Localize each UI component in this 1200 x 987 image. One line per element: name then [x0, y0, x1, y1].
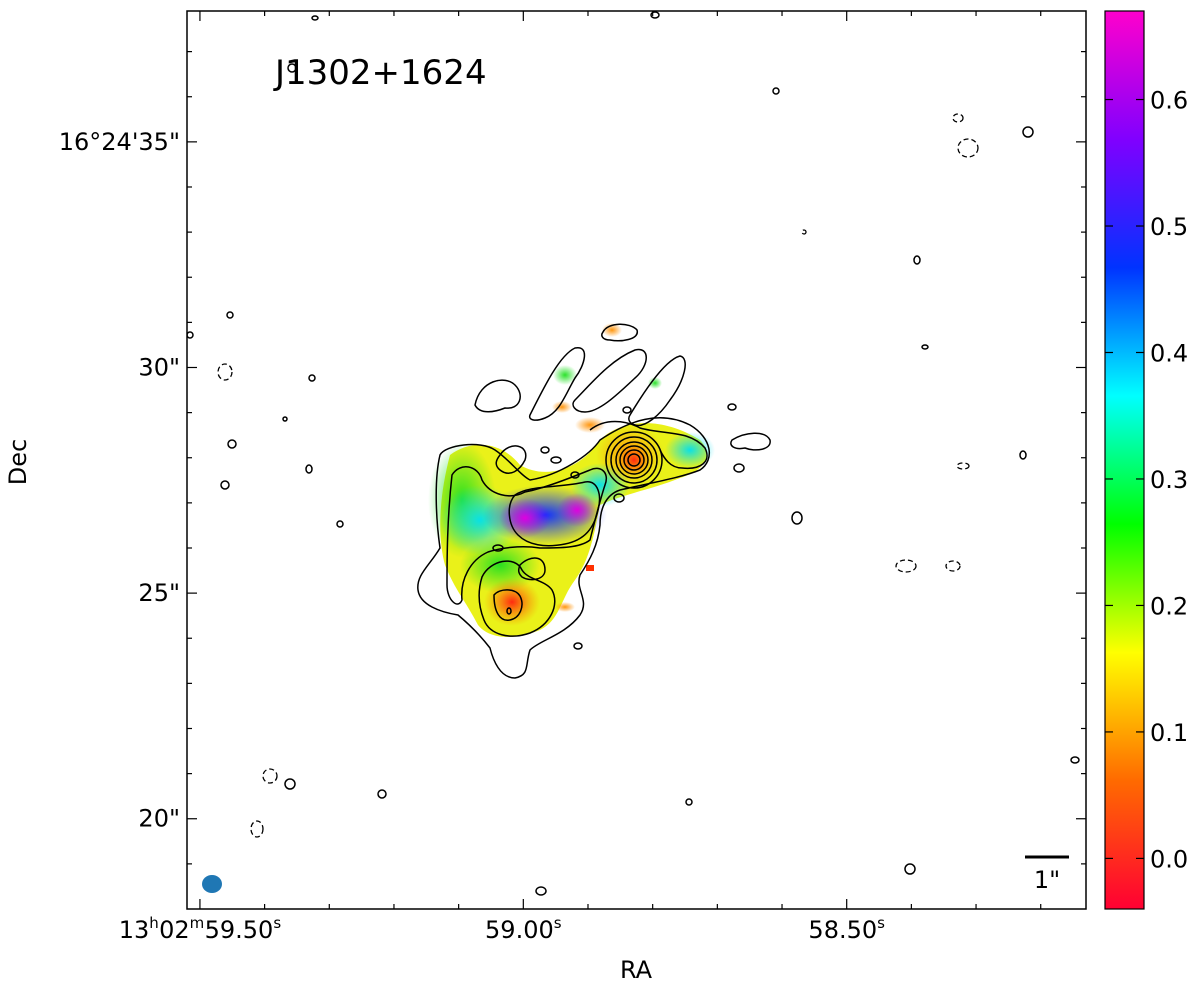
contour-small-15: [220, 480, 230, 490]
contour-small-8: [506, 607, 512, 615]
emission-red-core: [618, 444, 650, 476]
contour-neg-2: [262, 768, 278, 784]
contour-neg-6: [895, 559, 917, 573]
contour-small-22: [685, 798, 693, 806]
emission-orange-n: [602, 323, 622, 337]
y-tick-label: 20": [138, 805, 180, 833]
contour-small-31: [311, 15, 319, 21]
contour-small-11: [791, 511, 803, 525]
contour-small-29: [1070, 756, 1080, 764]
contour-core-3: [615, 441, 653, 479]
colorbar-tick-label: 0.1: [1150, 719, 1188, 747]
emission-cyan-3: [665, 432, 715, 468]
contour-north-4: [601, 323, 638, 342]
contour-small-16: [305, 464, 313, 474]
ticks: [187, 11, 1086, 909]
contour-small-25: [913, 255, 921, 265]
contour-small-7: [573, 642, 583, 650]
contour-north-2: [528, 347, 586, 421]
contour-neg-5: [952, 113, 964, 123]
contour-small-26: [772, 87, 780, 95]
contour-east-blob: [730, 432, 771, 451]
contours-negative: [217, 113, 979, 838]
contour-core-2: [610, 436, 658, 484]
x-tick-label: 13h 02m 59.50s: [119, 914, 282, 944]
contour-small-4: [570, 471, 580, 479]
contour-small-24: [921, 344, 929, 350]
contour-core-arm: [589, 420, 708, 470]
colorbar-tick-label: 0.3: [1150, 466, 1188, 494]
y-tick-label: 25": [138, 579, 180, 607]
tick-labels: 13h 02m 59.50s 59.00s 58.50s 16°24'35" 30…: [59, 128, 885, 944]
contour-small-13: [308, 374, 316, 382]
emission-purple: [499, 498, 551, 538]
plot-frame: [186, 10, 1087, 910]
contour-small-6: [492, 544, 504, 552]
contour-neg-8: [956, 462, 970, 470]
contour-small-32: [287, 63, 297, 73]
x-axis-label: RA: [620, 956, 653, 984]
contour-small-5: [613, 493, 625, 503]
colormap-image: [428, 323, 715, 637]
emission-green-3: [648, 377, 662, 389]
colorbar-tick-label: 0.2: [1150, 592, 1188, 620]
contour-neg-4: [957, 138, 979, 158]
contour-small-20: [284, 778, 296, 790]
contour-neg-7: [945, 560, 961, 572]
contour-central: [508, 481, 601, 547]
contour-core-4: [619, 445, 649, 475]
x-tick-label: 59.00s: [485, 914, 562, 944]
contour-small-28: [1019, 450, 1027, 460]
emission-purple-2: [557, 493, 597, 527]
colorbar: [1104, 10, 1145, 910]
colorbar-tick-label: 0.5: [1150, 213, 1188, 241]
contour-small-33: [187, 331, 194, 339]
y-tick-label: 30": [138, 353, 180, 381]
contour-small-9: [733, 463, 745, 473]
colorbar-tick-label: 0.0: [1150, 845, 1188, 873]
contour-small-23: [904, 863, 916, 875]
contour-neg-1: [217, 363, 233, 381]
contour-north-1: [474, 379, 521, 413]
contour-small-17: [336, 520, 344, 528]
contour-level-4: [493, 589, 523, 621]
y-tick-label: 16°24'35": [59, 128, 180, 156]
colorbar-ticks: 0.0 0.1 0.2 0.3 0.4 0.5 0.6: [1105, 87, 1188, 873]
contour-small-18: [282, 416, 288, 422]
contour-outer: [417, 417, 710, 679]
contour-small-21: [535, 886, 547, 896]
contour-small-19: [377, 789, 387, 799]
colorbar-tick-label: 0.4: [1150, 339, 1188, 367]
beam-ellipse: [202, 875, 222, 893]
contours: [187, 11, 1080, 896]
contour-small-10: [727, 403, 737, 411]
contour-neg-9: [801, 229, 807, 235]
contour-small-27: [1022, 126, 1034, 138]
contour-small-12: [226, 311, 234, 319]
chart-title: J1302+1624: [273, 53, 487, 93]
contour-small-1: [622, 406, 632, 414]
contour-hole-1: [495, 445, 527, 474]
contour-neg-3: [250, 820, 264, 838]
y-axis-label: Dec: [4, 439, 32, 485]
x-tick-label: 58.50s: [808, 914, 885, 944]
contour-north-5: [628, 355, 686, 427]
emission-red-pixel: [586, 565, 594, 571]
contour-small-30: [650, 11, 660, 19]
emission-orange-4: [555, 602, 575, 612]
contour-small-14: [227, 439, 237, 449]
contour-core-5: [623, 449, 645, 471]
contour-core-6: [627, 453, 641, 467]
contour-north-3: [572, 348, 647, 413]
contour-small-2: [540, 446, 550, 454]
scale-bar-label: 1": [1034, 866, 1060, 894]
emission-yellow-nw: [553, 365, 577, 385]
emission-orange-3: [575, 417, 605, 433]
contour-core-1: [605, 431, 663, 489]
contour-small-3: [550, 456, 562, 464]
contour-hole-2: [517, 557, 546, 581]
colorbar-tick-label: 0.6: [1150, 87, 1188, 115]
